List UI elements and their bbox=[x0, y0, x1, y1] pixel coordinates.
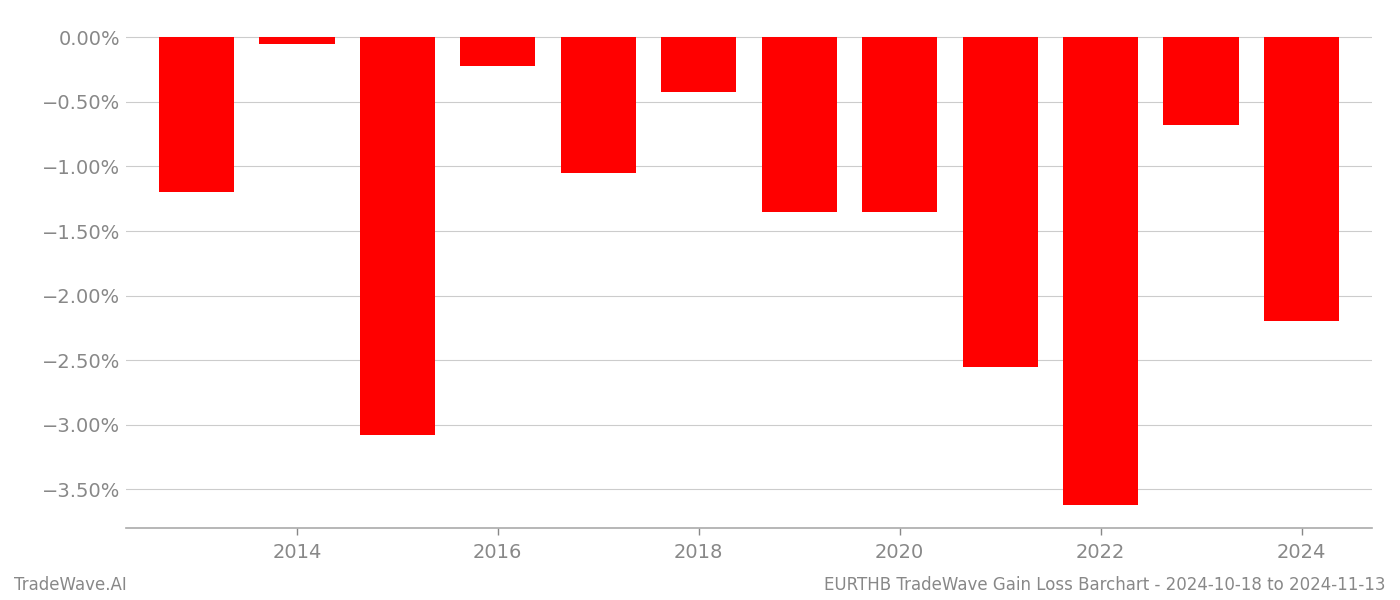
Bar bbox=[560, 37, 636, 173]
Bar bbox=[661, 37, 736, 92]
Bar bbox=[461, 37, 535, 66]
Bar bbox=[1163, 37, 1239, 125]
Bar bbox=[762, 37, 837, 212]
Text: TradeWave.AI: TradeWave.AI bbox=[14, 576, 127, 594]
Bar bbox=[259, 37, 335, 44]
Bar bbox=[158, 37, 234, 193]
Bar bbox=[1264, 37, 1340, 322]
Bar bbox=[963, 37, 1037, 367]
Text: EURTHB TradeWave Gain Loss Barchart - 2024-10-18 to 2024-11-13: EURTHB TradeWave Gain Loss Barchart - 20… bbox=[825, 576, 1386, 594]
Bar bbox=[360, 37, 435, 435]
Bar bbox=[862, 37, 938, 212]
Bar bbox=[1063, 37, 1138, 505]
